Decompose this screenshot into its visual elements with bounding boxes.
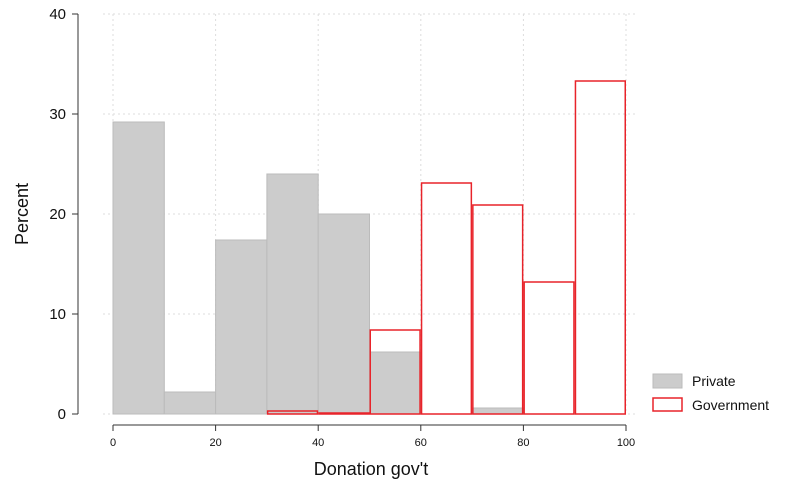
tick-marks: 0 10 20 30 40 0 20 40 60 80 100 <box>49 6 635 449</box>
bar-government <box>472 204 524 415</box>
y-tick-label: 30 <box>49 106 66 123</box>
bar-private <box>163 391 217 415</box>
bar-government <box>369 329 421 415</box>
y-tick-label: 20 <box>49 206 66 223</box>
legend: Private Government <box>652 373 769 413</box>
y-tick-label: 0 <box>58 406 66 423</box>
private-bars <box>112 121 524 415</box>
x-tick-label: 0 <box>110 437 116 449</box>
y-tick-label: 40 <box>49 6 66 23</box>
x-tick-label: 80 <box>517 437 529 449</box>
bar-private <box>112 121 165 415</box>
legend-swatch-government <box>652 397 683 412</box>
y-tick-label: 10 <box>49 306 66 323</box>
x-tick-label: 60 <box>415 437 427 449</box>
x-tick-label: 100 <box>617 437 635 449</box>
x-axis-title: Donation gov't <box>314 459 429 479</box>
bar-government <box>266 410 319 415</box>
bar-government <box>420 182 473 415</box>
y-axis-title: Percent <box>12 183 32 245</box>
bar-government <box>318 412 370 415</box>
bar-government <box>574 80 627 415</box>
bar-private <box>471 407 524 415</box>
x-tick-label: 40 <box>312 437 324 449</box>
legend-label-private: Private <box>692 373 736 389</box>
legend-swatch-private <box>652 373 683 389</box>
government-bars <box>266 80 627 415</box>
bar-private <box>215 239 268 415</box>
legend-label-government: Government <box>692 397 769 413</box>
bar-private <box>317 213 371 415</box>
bar-private <box>266 173 319 415</box>
bar-private <box>369 351 422 415</box>
bar-government <box>523 281 575 415</box>
x-tick-label: 20 <box>209 437 221 449</box>
